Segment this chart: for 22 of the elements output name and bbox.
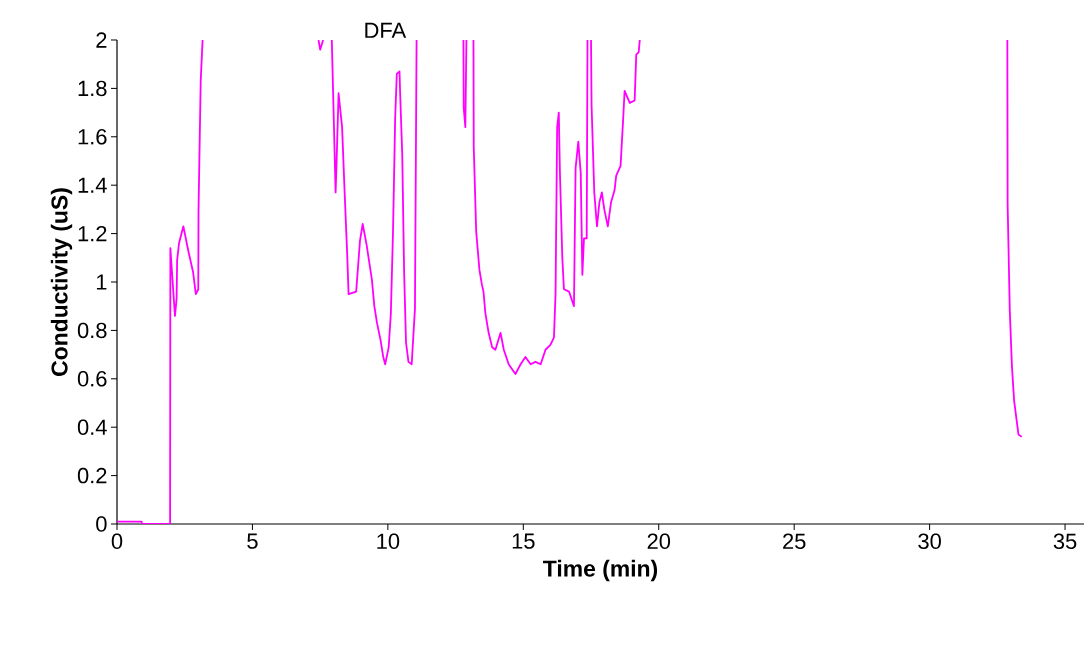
- x-tick-label: 25: [783, 533, 806, 550]
- x-axis-title: Time (min): [543, 559, 658, 582]
- x-tick-label: 30: [918, 533, 941, 550]
- y-tick-label: 1.6: [78, 129, 107, 145]
- x-tick-label: 0: [111, 533, 123, 550]
- y-tick-label: 0.4: [77, 419, 107, 435]
- y-tick-label: 0: [96, 516, 107, 532]
- x-tick-label: 20: [647, 533, 671, 550]
- y-tick-label: 2: [96, 32, 107, 48]
- y-axis-title: Conductivity (uS): [50, 188, 73, 376]
- text: DFA: [365, 22, 407, 38]
- x-tick-label: 10: [377, 533, 400, 550]
- y-tick-label: 0.2: [77, 467, 107, 484]
- x-tick-label: 35: [1053, 533, 1077, 550]
- y-tick-label: 0.6: [77, 371, 107, 387]
- y-tick-label: 1: [96, 274, 107, 290]
- y-tick-label: 0.8: [77, 322, 107, 339]
- x-tick-label: 15: [512, 533, 535, 549]
- x-tick-label: 5: [247, 533, 258, 549]
- y-tick-label: 1.4: [78, 177, 107, 193]
- y-tick-label: 1.8: [78, 80, 107, 97]
- y-tick-label: 1.2: [78, 225, 107, 242]
